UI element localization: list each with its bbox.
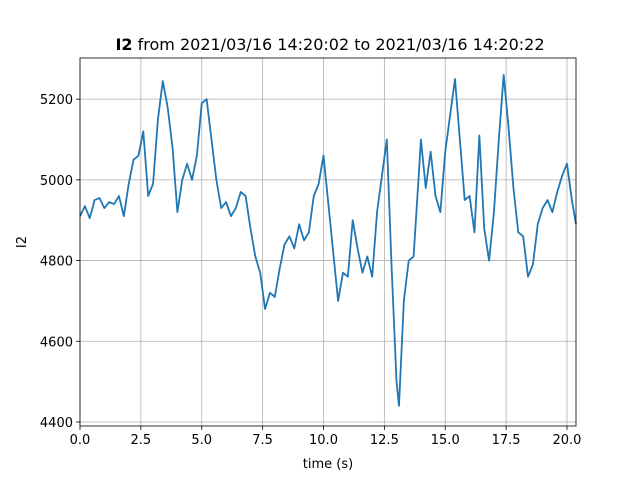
y-tick-label: 5000 bbox=[40, 174, 73, 189]
x-tick-label: 17.5 bbox=[492, 433, 521, 448]
y-tick-label: 4400 bbox=[40, 416, 73, 431]
title-prefix: I2 bbox=[115, 35, 132, 54]
x-tick-label: 7.5 bbox=[252, 433, 273, 448]
y-tick-label: 4800 bbox=[40, 255, 73, 270]
x-tick-label: 0.0 bbox=[70, 433, 91, 448]
x-tick-label: 20.0 bbox=[553, 433, 582, 448]
y-tick-label: 5200 bbox=[40, 93, 73, 108]
x-tick-label: 10.0 bbox=[309, 433, 338, 448]
x-tick-label: 5.0 bbox=[191, 433, 212, 448]
x-tick-label: 12.5 bbox=[370, 433, 399, 448]
chart-title: I2 from 2021/03/16 14:20:02 to 2021/03/1… bbox=[115, 35, 544, 54]
plot-frame bbox=[79, 57, 577, 427]
x-axis-label: time (s) bbox=[303, 457, 353, 472]
x-tick-label: 15.0 bbox=[431, 433, 460, 448]
y-tick-label: 4600 bbox=[40, 335, 73, 350]
y-axis-label: I2 bbox=[15, 236, 30, 248]
x-tick-label: 2.5 bbox=[131, 433, 152, 448]
data-line bbox=[79, 74, 577, 407]
title-text: from 2021/03/16 14:20:02 to 2021/03/16 1… bbox=[138, 35, 545, 54]
